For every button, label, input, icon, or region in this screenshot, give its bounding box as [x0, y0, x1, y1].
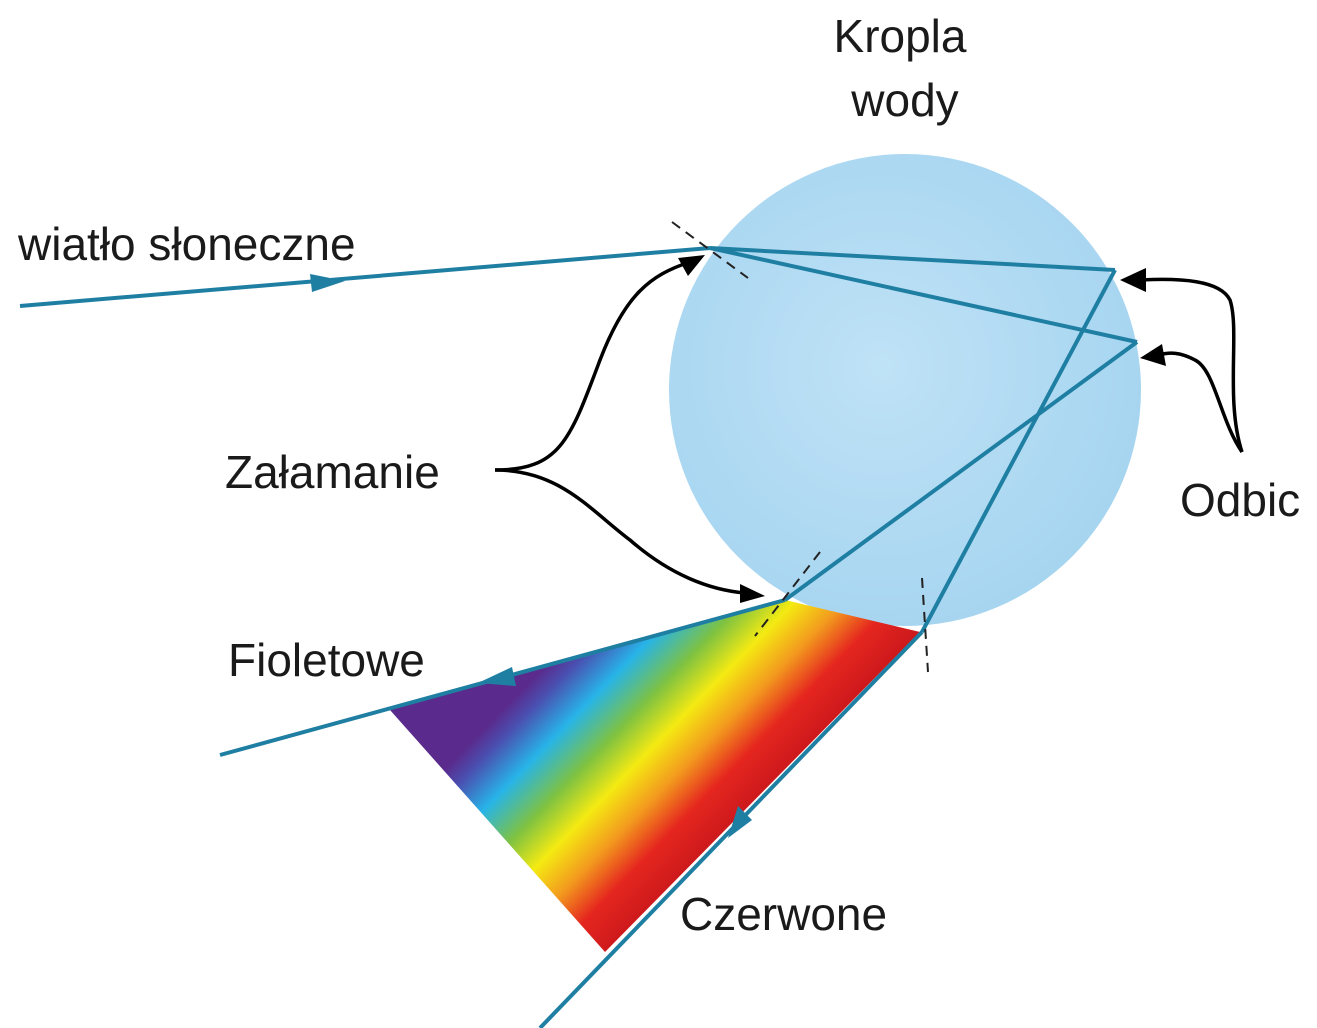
sunlight-label: wiatło słoneczne	[17, 218, 356, 270]
red-label: Czerwone	[680, 888, 887, 940]
diagram: Kropla wody wiatło słoneczne Załamanie O…	[0, 0, 1317, 1028]
drop-label: wody	[850, 74, 958, 126]
violet-label: Fioletowe	[228, 634, 425, 686]
pointer	[1140, 279, 1242, 452]
arrowhead	[1140, 344, 1166, 366]
drop-label: Kropla	[834, 10, 967, 62]
arrowhead	[1120, 268, 1146, 292]
refraction-label: Załamanie	[225, 446, 440, 498]
pointer	[1158, 353, 1242, 452]
reflection-label: Odbic	[1180, 474, 1300, 526]
pointer	[495, 262, 690, 470]
arrowhead	[310, 274, 345, 292]
arrowhead	[740, 584, 765, 603]
arrowhead	[478, 667, 516, 686]
